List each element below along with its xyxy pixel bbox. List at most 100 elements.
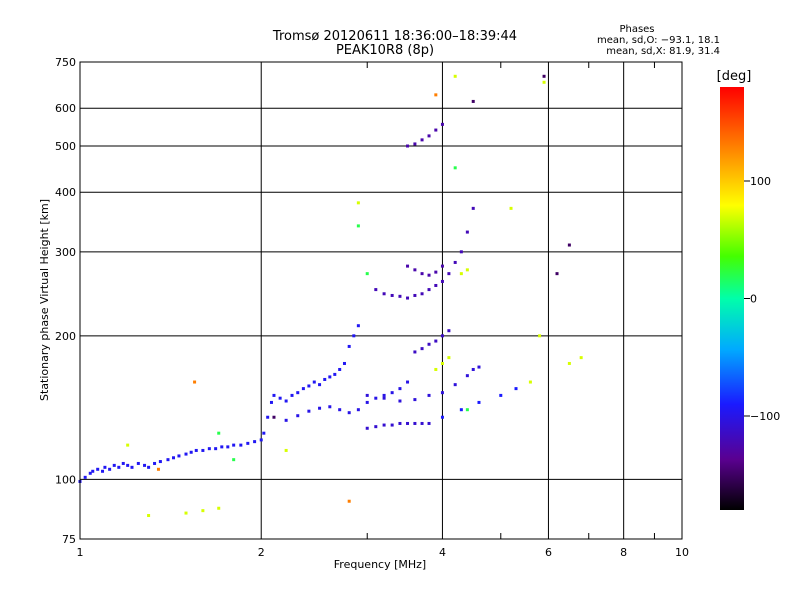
data-point (453, 74, 457, 78)
y-tick-label: 400 (55, 186, 76, 199)
data-point (406, 421, 410, 425)
data-point (567, 361, 571, 365)
data-point (301, 387, 305, 391)
data-point (567, 243, 571, 247)
data-point (413, 268, 417, 272)
y-tick-label: 600 (55, 102, 76, 115)
stats-o-mode: mean, sd,O: −93.1, 18.1 (597, 35, 720, 46)
stats-x-mode: mean, sd,X: 81.9, 31.4 (606, 46, 720, 57)
data-point (453, 383, 457, 387)
data-point (471, 99, 475, 103)
data-point (420, 292, 424, 296)
colorbar-tick-label: −100 (750, 410, 780, 423)
data-point (269, 400, 273, 404)
data-point (207, 447, 211, 451)
x-tick-label: 2 (258, 546, 265, 559)
data-point (356, 408, 360, 412)
data-point (440, 334, 444, 338)
colorbar-tick-label: 0 (750, 293, 757, 306)
data-point (284, 399, 288, 403)
colorbar-ticks: 100 0 −100 (744, 175, 780, 423)
colorbar-label: [deg] (717, 69, 752, 84)
stats-heading: Phases (619, 24, 654, 35)
data-point (201, 448, 205, 452)
data-point (193, 380, 197, 384)
data-point (440, 264, 444, 268)
data-point (374, 288, 378, 292)
data-point (156, 467, 160, 471)
data-point (427, 273, 431, 277)
data-point (453, 260, 457, 264)
data-point (158, 460, 162, 464)
data-point (459, 250, 463, 254)
data-point (347, 411, 351, 415)
data-point (434, 339, 438, 343)
data-point (356, 324, 360, 328)
data-point (220, 445, 224, 449)
data-point (440, 415, 444, 419)
data-point (365, 393, 369, 397)
data-point (465, 374, 469, 378)
data-point (465, 230, 469, 234)
data-point (272, 415, 276, 419)
data-point (333, 372, 337, 376)
data-point (284, 418, 288, 422)
data-point (528, 380, 532, 384)
data-point (398, 387, 402, 391)
data-point (83, 475, 87, 479)
data-point (413, 293, 417, 297)
data-point (465, 408, 469, 412)
data-point (398, 421, 402, 425)
data-point (509, 206, 513, 210)
data-point (365, 400, 369, 404)
data-point (136, 461, 140, 465)
data-point (266, 415, 270, 419)
data-point (194, 448, 198, 452)
data-point (440, 361, 444, 365)
data-point (296, 414, 300, 418)
data-point (201, 509, 205, 513)
data-point (177, 454, 181, 458)
data-point (427, 134, 431, 138)
x-tick-label: 1 (77, 546, 84, 559)
data-point (413, 350, 417, 354)
data-point (427, 342, 431, 346)
x-tick-label: 6 (545, 546, 552, 559)
data-point (172, 456, 176, 460)
data-point (420, 272, 424, 276)
data-point (259, 438, 263, 442)
data-point (189, 450, 193, 454)
data-point (318, 383, 322, 387)
data-point (382, 393, 386, 397)
chart-title: Tromsø 20120611 18:36:00–18:39:44 (272, 29, 517, 44)
data-point (101, 469, 105, 473)
data-point (434, 128, 438, 132)
x-tick-label: 10 (675, 546, 689, 559)
data-point (390, 293, 394, 297)
data-point (217, 431, 221, 435)
data-point (184, 452, 188, 456)
data-point (440, 279, 444, 283)
data-point (307, 409, 311, 413)
data-point (117, 465, 121, 469)
y-axis-label: Stationary phase Virtual Height [km] (38, 199, 51, 401)
data-point (374, 396, 378, 400)
data-point (342, 361, 346, 365)
colorbar (720, 87, 744, 510)
data-point (440, 391, 444, 395)
data-point (459, 272, 463, 276)
data-point (214, 447, 218, 451)
data-point (390, 391, 394, 395)
data-point (246, 441, 250, 445)
data-point (440, 122, 444, 126)
data-point (338, 367, 342, 371)
data-point (103, 465, 107, 469)
data-point (184, 511, 188, 515)
data-point (126, 463, 130, 467)
data-point (471, 206, 475, 210)
data-point (153, 461, 157, 465)
data-point (126, 443, 130, 447)
data-point (447, 356, 451, 360)
y-tick-label: 750 (55, 56, 76, 69)
